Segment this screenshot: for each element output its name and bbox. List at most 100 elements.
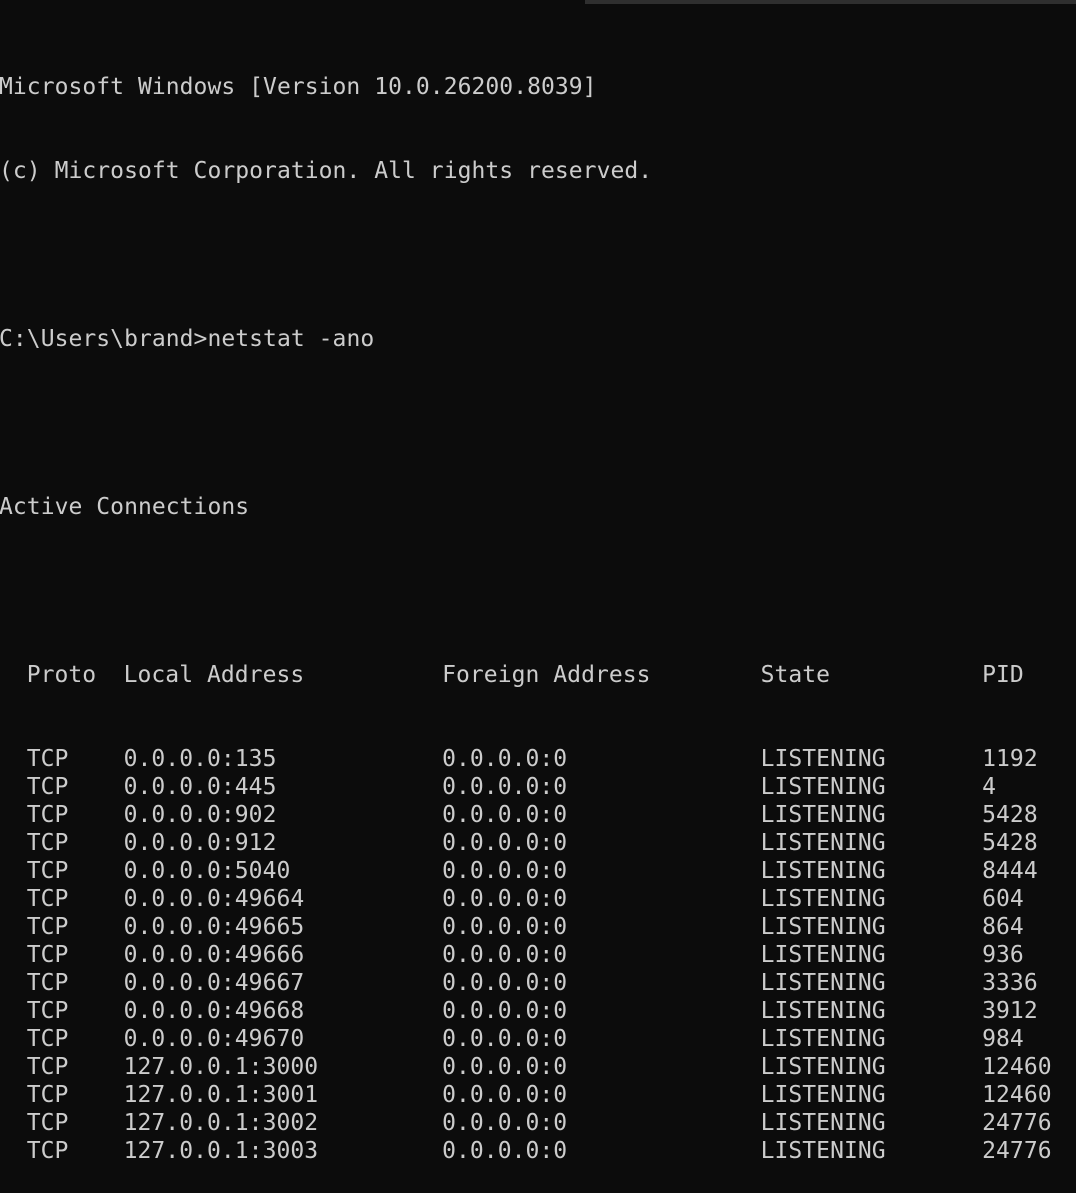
proto-cell: TCP [26, 802, 69, 828]
proto-cell: TCP [26, 858, 69, 884]
pid-cell: 24776 [982, 1138, 1052, 1164]
table-row: TCP 0.0.0.0:49670 0.0.0.0:0 LISTENING 984 [0, 1025, 1024, 1053]
section-title: Active Connections [0, 494, 250, 520]
table-row: TCP 0.0.0.0:135 0.0.0.0:0 LISTENING 1192 [0, 745, 1038, 773]
local-address-cell: 127.0.0.1:3003 [123, 1138, 319, 1164]
foreign-address-cell: 0.0.0.0:0 [442, 942, 568, 968]
window-top-bar [585, 0, 1076, 4]
banner-line: (c) Microsoft Corporation. All rights re… [0, 158, 653, 184]
table-header: Proto Local Address Foreign Address Stat… [0, 661, 1024, 689]
foreign-address-cell: 0.0.0.0:0 [442, 886, 568, 912]
pid-cell: 3912 [982, 998, 1038, 1024]
state-cell: LISTENING [760, 886, 886, 912]
pid-cell: 984 [982, 1026, 1024, 1052]
pid-cell: 12460 [982, 1082, 1052, 1108]
state-cell: LISTENING [760, 858, 886, 884]
foreign-address-cell: 0.0.0.0:0 [442, 970, 568, 996]
pid-cell: 5428 [982, 802, 1038, 828]
table-row: TCP 0.0.0.0:5040 0.0.0.0:0 LISTENING 8444 [0, 857, 1038, 885]
proto-cell: TCP [26, 1026, 69, 1052]
table-row: TCP 0.0.0.0:912 0.0.0.0:0 LISTENING 5428 [0, 829, 1038, 857]
pid-cell: 936 [982, 942, 1024, 968]
foreign-address-cell: 0.0.0.0:0 [442, 830, 568, 856]
table-row: TCP 127.0.0.1:3002 0.0.0.0:0 LISTENING 24776 [0, 1109, 1052, 1137]
pid-cell: 8444 [982, 858, 1038, 884]
state-cell: LISTENING [760, 746, 886, 772]
foreign-address-cell: 0.0.0.0:0 [442, 802, 568, 828]
foreign-address-cell: 0.0.0.0:0 [442, 1110, 568, 1136]
column-header: Proto [26, 662, 97, 688]
table-row: TCP 0.0.0.0:49664 0.0.0.0:0 LISTENING 604 [0, 885, 1024, 913]
table-row: TCP 0.0.0.0:49667 0.0.0.0:0 LISTENING 3336 [0, 969, 1038, 997]
local-address-cell: 127.0.0.1:3000 [123, 1054, 319, 1080]
proto-cell: TCP [26, 830, 69, 856]
pid-cell: 24776 [982, 1110, 1052, 1136]
local-address-cell: 0.0.0.0:49668 [123, 998, 305, 1024]
local-address-cell: 0.0.0.0:49665 [123, 914, 305, 940]
local-address-cell: 0.0.0.0:49670 [123, 1026, 305, 1052]
table-row: TCP 0.0.0.0:49668 0.0.0.0:0 LISTENING 3912 [0, 997, 1038, 1025]
pid-cell: 604 [982, 886, 1024, 912]
state-cell: LISTENING [760, 998, 886, 1024]
proto-cell: TCP [26, 1138, 69, 1164]
table-row: TCP 127.0.0.1:3001 0.0.0.0:0 LISTENING 12460 [0, 1081, 1052, 1109]
table-row: TCP 0.0.0.0:49665 0.0.0.0:0 LISTENING 864 [0, 913, 1024, 941]
foreign-address-cell: 0.0.0.0:0 [442, 1026, 568, 1052]
pid-cell: 12460 [982, 1054, 1052, 1080]
pid-cell: 864 [982, 914, 1024, 940]
state-cell: LISTENING [760, 1054, 886, 1080]
foreign-address-cell: 0.0.0.0:0 [442, 774, 568, 800]
table-row: TCP 0.0.0.0:445 0.0.0.0:0 LISTENING 4 [0, 773, 996, 801]
proto-cell: TCP [26, 914, 69, 940]
proto-cell: TCP [26, 998, 69, 1024]
column-header: Local Address [123, 662, 305, 688]
local-address-cell: 127.0.0.1:3001 [123, 1082, 319, 1108]
table-row: TCP 0.0.0.0:902 0.0.0.0:0 LISTENING 5428 [0, 801, 1038, 829]
state-cell: LISTENING [760, 830, 886, 856]
pid-cell: 3336 [982, 970, 1038, 996]
state-cell: LISTENING [760, 1138, 886, 1164]
command: netstat -ano [207, 326, 375, 352]
foreign-address-cell: 0.0.0.0:0 [442, 998, 568, 1024]
state-cell: LISTENING [760, 1026, 886, 1052]
foreign-address-cell: 0.0.0.0:0 [442, 914, 568, 940]
connection-table: TCP 0.0.0.0:135 0.0.0.0:0 LISTENING 1192 TCP 0… [0, 745, 1052, 1165]
local-address-cell: 0.0.0.0:912 [123, 830, 277, 856]
prompt: C:\Users\brand> [0, 326, 208, 352]
proto-cell: TCP [26, 1082, 69, 1108]
proto-cell: TCP [26, 1110, 69, 1136]
state-cell: LISTENING [760, 914, 886, 940]
foreign-address-cell: 0.0.0.0:0 [442, 858, 568, 884]
pid-cell: 1192 [982, 746, 1038, 772]
local-address-cell: 0.0.0.0:135 [123, 746, 277, 772]
local-address-cell: 0.0.0.0:49667 [123, 970, 305, 996]
command-line: C:\Users\brand>netstat -ano [0, 325, 652, 353]
column-header: PID [982, 662, 1024, 688]
state-cell: LISTENING [760, 1082, 886, 1108]
proto-cell: TCP [26, 1054, 69, 1080]
local-address-cell: 0.0.0.0:49666 [123, 942, 305, 968]
state-cell: LISTENING [760, 1110, 886, 1136]
state-cell: LISTENING [760, 774, 886, 800]
pid-cell: 5428 [982, 830, 1038, 856]
local-address-cell: 0.0.0.0:5040 [123, 858, 291, 884]
state-cell: LISTENING [760, 802, 886, 828]
table-row: TCP 127.0.0.1:3000 0.0.0.0:0 LISTENING 12460 [0, 1053, 1052, 1081]
state-cell: LISTENING [760, 970, 886, 996]
local-address-cell: 0.0.0.0:49664 [123, 886, 305, 912]
proto-cell: TCP [26, 746, 69, 772]
proto-cell: TCP [26, 774, 69, 800]
banner-line: Microsoft Windows [Version 10.0.26200.80… [0, 74, 597, 100]
terminal-output[interactable]: Microsoft Windows [Version 10.0.26200.80… [0, 17, 1052, 1193]
foreign-address-cell: 0.0.0.0:0 [442, 1054, 568, 1080]
proto-cell: TCP [26, 886, 69, 912]
local-address-cell: 0.0.0.0:445 [123, 774, 277, 800]
foreign-address-cell: 0.0.0.0:0 [442, 746, 568, 772]
foreign-address-cell: 0.0.0.0:0 [442, 1082, 568, 1108]
state-cell: LISTENING [760, 942, 886, 968]
proto-cell: TCP [26, 970, 69, 996]
column-header: Foreign Address [442, 662, 651, 688]
column-header: State [760, 662, 831, 688]
table-row: TCP 127.0.0.1:3003 0.0.0.0:0 LISTENING 24776 [0, 1137, 1052, 1165]
local-address-cell: 127.0.0.1:3002 [123, 1110, 319, 1136]
